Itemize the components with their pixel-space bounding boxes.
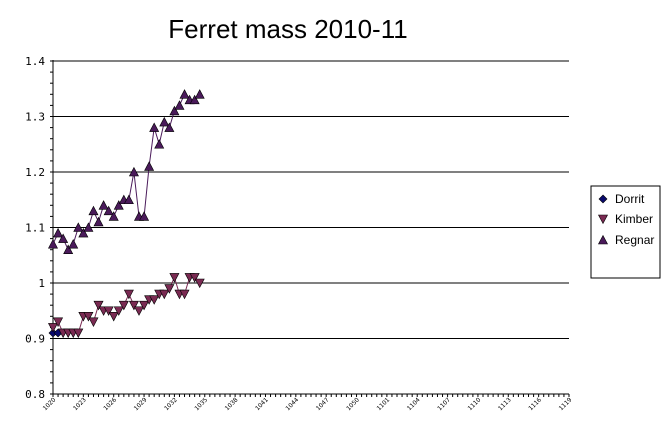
data-point [139, 211, 150, 221]
data-point [194, 278, 205, 289]
x-tick-label: 1110 [467, 396, 483, 412]
y-tick-label: 0.8 [25, 388, 45, 401]
x-tick-label: 1116 [527, 396, 543, 412]
data-point [189, 273, 200, 283]
data-point [179, 89, 190, 99]
series-kimber [48, 273, 205, 339]
data-point [53, 317, 64, 327]
data-point [128, 166, 139, 177]
data-point [93, 300, 104, 311]
x-tick-label: 1023 [72, 396, 88, 412]
data-point [63, 244, 74, 254]
data-point [159, 289, 170, 300]
y-tick-label: 0.9 [25, 333, 45, 346]
data-point [169, 273, 180, 283]
data-point [164, 122, 175, 132]
axes [50, 60, 570, 397]
data-point [48, 239, 58, 249]
x-tick-label: 1032 [163, 396, 179, 412]
data-point [73, 222, 84, 232]
data-point [113, 306, 124, 316]
x-tick-label: 1029 [133, 396, 149, 412]
data-point [83, 222, 94, 232]
legend-marker-kimber [598, 214, 608, 225]
x-tick-label: 1035 [193, 396, 209, 412]
data-point [48, 323, 58, 333]
series-layer [48, 89, 205, 339]
legend-marker-dorrit [598, 194, 608, 204]
data-point [108, 211, 119, 221]
data-point [123, 194, 134, 205]
data-point [169, 105, 180, 116]
x-tick-label: 1026 [102, 396, 118, 412]
x-tick-label: 1047 [315, 396, 331, 412]
y-tick-labels: 0.8 0.9 1 1.1 1.2 1.3 1.4 [25, 55, 45, 401]
data-point [134, 306, 144, 316]
x-tick-label: 1113 [497, 396, 513, 412]
y-tick-label: 1.2 [25, 166, 45, 179]
series-dorrit [48, 328, 63, 338]
x-tick-label: 1119 [558, 396, 574, 412]
data-point [88, 317, 99, 327]
data-point [179, 289, 190, 300]
y-tick-label: 1.1 [25, 222, 45, 235]
gridlines [53, 60, 569, 339]
legend-marker-regnar [598, 234, 608, 245]
legend: Dorrit Kimber Regnar [590, 185, 661, 279]
data-point [189, 94, 200, 105]
x-tick-labels: 1020 1023 1026 1029 1032 1035 1038 1041 1044 1047… [42, 396, 574, 412]
data-point [78, 227, 89, 238]
x-tick-label: 1101 [376, 396, 392, 412]
legend-label-kimber: Kimber [615, 212, 653, 226]
x-tick-label: 1050 [345, 396, 361, 412]
data-point [128, 300, 139, 311]
y-tick-label: 1 [38, 277, 45, 290]
data-point [53, 227, 64, 238]
x-tick-label: 1107 [436, 396, 452, 412]
series-regnar [48, 89, 205, 254]
data-point [164, 284, 175, 294]
chart-title: Ferret mass 2010-11 [168, 14, 407, 44]
data-point [144, 161, 155, 171]
data-point [88, 205, 99, 216]
x-tick-label: 1041 [254, 396, 270, 412]
data-point [108, 311, 119, 322]
data-point [103, 205, 114, 216]
data-point [68, 239, 79, 249]
y-tick-label: 1.4 [25, 55, 45, 68]
data-point [73, 328, 84, 339]
data-point [83, 311, 94, 322]
x-tick-label: 1038 [224, 396, 240, 412]
data-point [139, 300, 150, 311]
data-point [103, 306, 114, 316]
legend-label-regnar: Regnar [615, 233, 654, 247]
data-point [113, 200, 124, 210]
y-tick-label: 1.3 [25, 111, 45, 124]
data-point [93, 216, 104, 227]
data-point [159, 116, 170, 127]
data-point [98, 200, 109, 210]
data-point [174, 100, 185, 110]
x-tick-label: 1104 [406, 396, 422, 412]
data-point [58, 233, 69, 243]
data-point [123, 289, 134, 300]
data-point [149, 122, 160, 132]
data-point [118, 300, 129, 311]
data-point [194, 89, 205, 99]
legend-label-dorrit: Dorrit [615, 192, 645, 206]
data-point [154, 139, 165, 149]
data-point [149, 295, 160, 305]
x-tick-label: 1044 [284, 396, 300, 412]
